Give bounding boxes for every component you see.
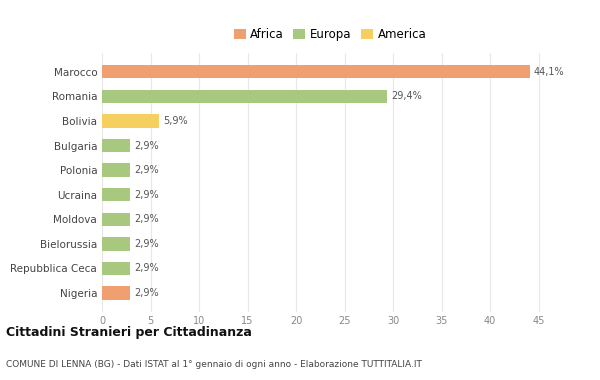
Text: 44,1%: 44,1%	[534, 67, 565, 77]
Text: 2,9%: 2,9%	[134, 141, 158, 150]
Text: 2,9%: 2,9%	[134, 288, 158, 298]
Bar	[102, 237, 130, 251]
Text: 2,9%: 2,9%	[134, 190, 158, 200]
Bar	[102, 163, 130, 177]
Bar	[102, 114, 159, 128]
Text: 2,9%: 2,9%	[134, 263, 158, 274]
Text: 2,9%: 2,9%	[134, 214, 158, 224]
Bar	[102, 262, 130, 275]
Bar	[102, 212, 130, 226]
Bar	[102, 139, 130, 152]
Text: Cittadini Stranieri per Cittadinanza: Cittadini Stranieri per Cittadinanza	[6, 326, 252, 339]
Legend: Africa, Europa, America: Africa, Europa, America	[232, 25, 428, 43]
Bar	[102, 65, 530, 79]
Text: 5,9%: 5,9%	[163, 116, 188, 126]
Text: 2,9%: 2,9%	[134, 165, 158, 175]
Bar	[102, 90, 387, 103]
Bar	[102, 188, 130, 201]
Text: COMUNE DI LENNA (BG) - Dati ISTAT al 1° gennaio di ogni anno - Elaborazione TUTT: COMUNE DI LENNA (BG) - Dati ISTAT al 1° …	[6, 360, 422, 369]
Text: 29,4%: 29,4%	[391, 91, 422, 101]
Text: 2,9%: 2,9%	[134, 239, 158, 249]
Bar	[102, 286, 130, 300]
